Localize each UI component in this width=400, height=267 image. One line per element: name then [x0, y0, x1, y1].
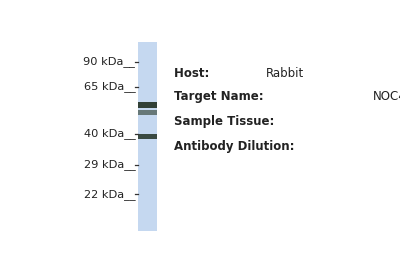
Text: 40 kDa__: 40 kDa__ — [84, 128, 135, 139]
Bar — [138, 110, 157, 115]
Bar — [138, 102, 157, 108]
Text: Antibody Dilution:: Antibody Dilution: — [174, 140, 299, 153]
Text: 65 kDa__: 65 kDa__ — [84, 81, 135, 92]
Text: Sample Tissue:: Sample Tissue: — [174, 115, 278, 128]
Text: 90 kDa__: 90 kDa__ — [83, 56, 135, 67]
Text: Rabbit: Rabbit — [266, 67, 304, 80]
Text: 29 kDa__: 29 kDa__ — [84, 159, 135, 170]
Text: Target Name:: Target Name: — [174, 90, 268, 103]
Bar — [138, 42, 157, 231]
Text: 22 kDa__: 22 kDa__ — [84, 189, 135, 200]
Text: Host:: Host: — [174, 67, 214, 80]
Text: NOC4L: NOC4L — [373, 90, 400, 103]
Bar — [138, 134, 157, 139]
